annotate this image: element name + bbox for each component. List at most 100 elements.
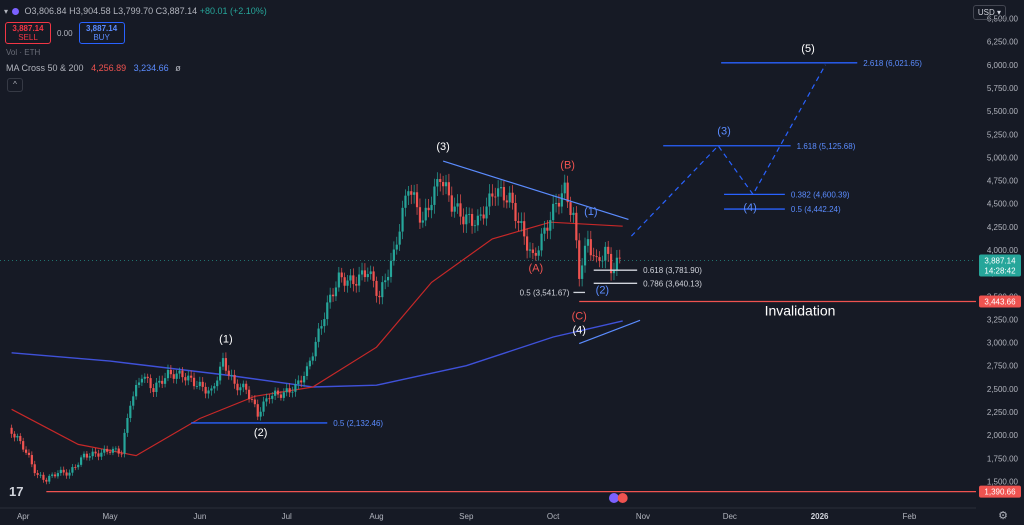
event-icon [608, 493, 619, 503]
candle-body [546, 227, 549, 231]
candle-body [569, 202, 572, 215]
collapse-legend-button[interactable]: ^ [7, 78, 23, 92]
candle-body [609, 253, 613, 274]
y-tick-label: 1,750.00 [987, 454, 1019, 463]
candle-body [143, 376, 146, 379]
trendline [579, 319, 641, 345]
fib-level-label: 0.5 (4,442.24) [791, 205, 841, 214]
candle-body [111, 448, 115, 453]
candle-body [612, 269, 616, 274]
candle-body [447, 182, 451, 196]
candle-body [381, 282, 384, 298]
candle-body [575, 212, 578, 241]
fib-level-label: 2.618 (6,021.65) [863, 59, 922, 68]
candle-body [450, 195, 453, 212]
candle-body [346, 280, 349, 286]
candle-body [413, 192, 416, 195]
candle-body [618, 257, 621, 259]
y-tick-label: 4,250.00 [987, 223, 1019, 232]
candle-body [91, 451, 94, 457]
y-tick-label: 5,500.00 [987, 107, 1019, 116]
x-tick-label: May [102, 512, 117, 521]
candle-body [114, 448, 117, 450]
candle-body [560, 193, 563, 207]
candle-body [320, 326, 323, 329]
candle-body [476, 215, 479, 226]
candle-body [123, 432, 126, 454]
ma-indicator[interactable]: MA Cross 50 & 200 4,256.89 3,234.66 ø [6, 63, 181, 73]
gear-icon[interactable]: ⚙ [998, 510, 1008, 522]
y-tick-label: 6,250.00 [987, 38, 1019, 47]
y-tick-label: 4,500.00 [987, 200, 1019, 209]
candle-body [24, 449, 28, 453]
candle-body [488, 193, 491, 207]
candle-body [607, 246, 610, 254]
candle-body [279, 394, 283, 398]
candle-body [331, 294, 335, 297]
candle-body [534, 252, 537, 256]
candle-body [491, 193, 494, 197]
y-tick-label: 2,000.00 [987, 431, 1019, 440]
candle-body [97, 453, 100, 457]
candle-body [22, 441, 25, 450]
candle-body [349, 275, 352, 281]
candle-body [395, 244, 398, 250]
candle-body [494, 196, 497, 198]
chevron-down-icon[interactable]: ▾ [4, 7, 9, 16]
candle-body [42, 474, 45, 480]
currency-label: USD [977, 8, 995, 17]
candle-body [230, 374, 233, 376]
tradingview-logo-icon[interactable]: 17 [9, 484, 24, 499]
projection-path [630, 64, 826, 237]
candle-body [369, 271, 372, 275]
candle-body [598, 257, 601, 261]
candle-body [85, 453, 88, 458]
wave-label: (3) [436, 141, 449, 153]
eye-icon[interactable]: ø [175, 63, 181, 73]
wave-label: (5) [801, 43, 814, 55]
ma50-value: 4,256.89 [91, 63, 127, 73]
candle-body [219, 366, 222, 381]
low-price-label: 1,390.66 [984, 488, 1016, 497]
candle-body [282, 392, 285, 398]
candle-body [358, 274, 361, 286]
wave-label: (4) [743, 202, 756, 214]
x-tick-label: Sep [459, 512, 474, 521]
x-tick-label: 2026 [811, 512, 829, 521]
candle-body [528, 249, 532, 251]
candle-body [65, 472, 68, 476]
candle-body [276, 390, 280, 395]
candle-body [430, 204, 433, 211]
candle-body [554, 202, 558, 204]
candle-body [323, 319, 326, 327]
candle-body [117, 448, 120, 454]
candle-body [392, 249, 395, 261]
wave-label: (C) [572, 310, 587, 322]
wave-label: (B) [560, 160, 575, 172]
ohlc-readout: ▾ O3,806.84 H3,904.58 L3,799.70 C3,887.1… [4, 6, 267, 16]
candle-body [557, 202, 561, 207]
candle-body [247, 389, 251, 400]
currency-selector[interactable]: USD ▾ [972, 5, 1006, 20]
candle-body [108, 451, 112, 453]
volume-indicator[interactable]: Vol · ETH [6, 48, 41, 57]
candle-body [334, 287, 338, 297]
candle-body [314, 341, 317, 357]
candle-body [45, 479, 48, 482]
candle-body [253, 399, 256, 405]
symbol-logo-icon[interactable] [12, 8, 20, 16]
sell-button[interactable]: 3,887.14 SELL [5, 22, 51, 44]
candle-body [204, 386, 207, 394]
candle-body [465, 214, 468, 225]
candle-body [340, 272, 343, 278]
candle-body [190, 375, 193, 378]
candle-body [329, 294, 332, 303]
buy-button[interactable]: 3,887.14 BUY [78, 22, 125, 44]
candle-body [48, 475, 51, 482]
candle-body [473, 225, 477, 227]
candle-body [27, 452, 31, 456]
candle-body [586, 239, 590, 246]
y-tick-label: 5,000.00 [987, 153, 1019, 162]
candle-body [337, 272, 340, 288]
